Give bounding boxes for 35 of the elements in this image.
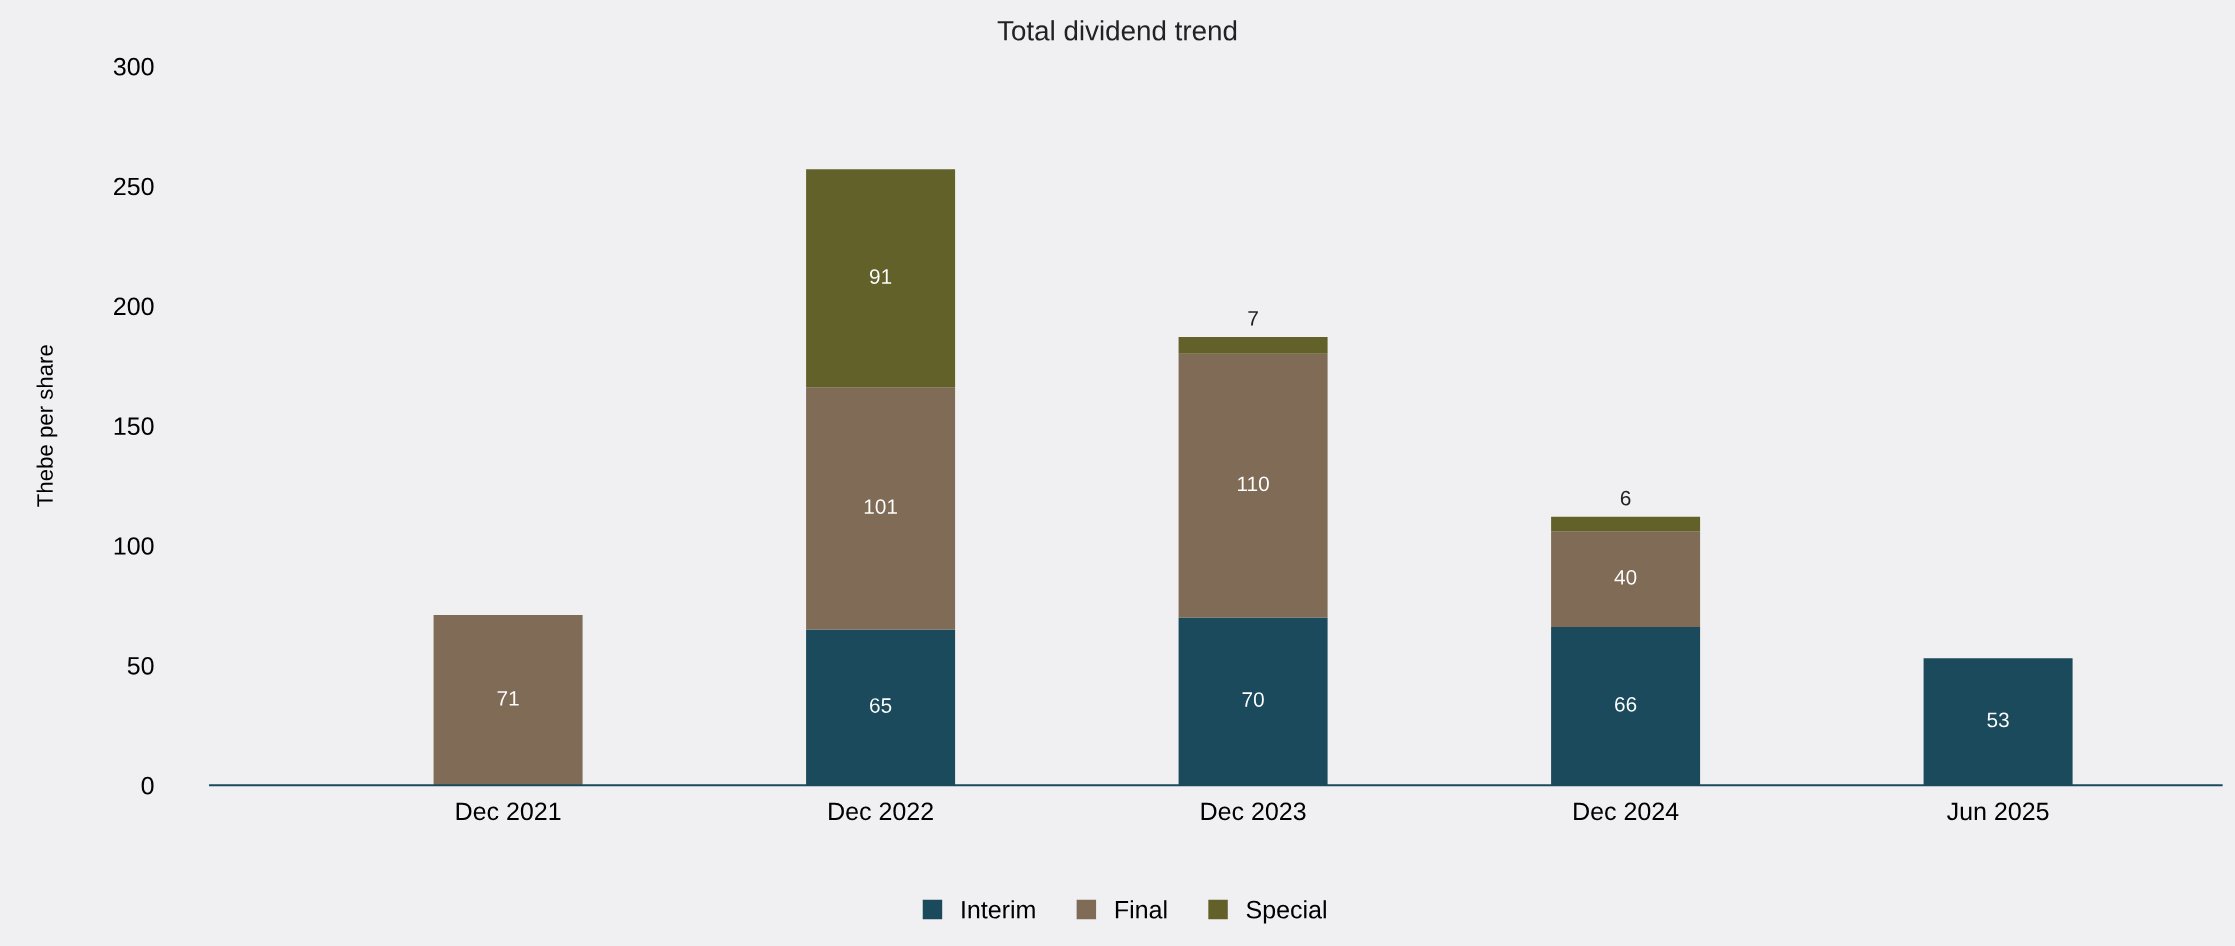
- legend-label: Special: [1246, 900, 1326, 924]
- data-label: 66: [1615, 696, 1637, 712]
- x-tick-label: Dec 2024: [1574, 802, 1679, 821]
- x-tick-label: Jun 2025: [1947, 802, 2049, 821]
- legend-label: Final: [1115, 900, 1167, 919]
- bar: [1551, 516, 1701, 532]
- data-label: 65: [870, 698, 892, 713]
- data-label: 70: [1242, 692, 1264, 707]
- y-axis-title: Thebe per share: [36, 345, 58, 507]
- legend-label: Interim: [962, 900, 1035, 919]
- y-tick-label: 100: [114, 537, 154, 555]
- bar: [1178, 337, 1328, 354]
- data-label: 6: [1620, 490, 1631, 506]
- bar: [806, 387, 956, 630]
- data-label: 71: [497, 691, 519, 706]
- bar: [1178, 353, 1328, 618]
- y-tick-label: 150: [114, 417, 154, 435]
- chart-title: Total dividend trend: [997, 20, 1237, 41]
- y-tick-label: 200: [114, 297, 154, 316]
- bar: [806, 169, 956, 388]
- data-label: 101: [864, 499, 897, 514]
- x-tick-label: Dec 2023: [1201, 802, 1306, 821]
- x-tick-label: Dec 2022: [829, 802, 933, 821]
- y-tick-label: 250: [114, 177, 154, 196]
- data-label: 53: [1987, 712, 2009, 728]
- x-tick-label: Dec 2021: [456, 802, 561, 821]
- bar: [1551, 531, 1701, 628]
- y-tick-label: 300: [113, 57, 154, 76]
- bar: [433, 615, 583, 786]
- data-label: 40: [1614, 569, 1637, 585]
- data-label: 7: [1248, 311, 1258, 326]
- data-label: 110: [1238, 476, 1269, 492]
- y-tick-label: 0: [141, 776, 154, 795]
- data-label: 91: [869, 269, 892, 284]
- y-tick-label: 50: [127, 656, 154, 675]
